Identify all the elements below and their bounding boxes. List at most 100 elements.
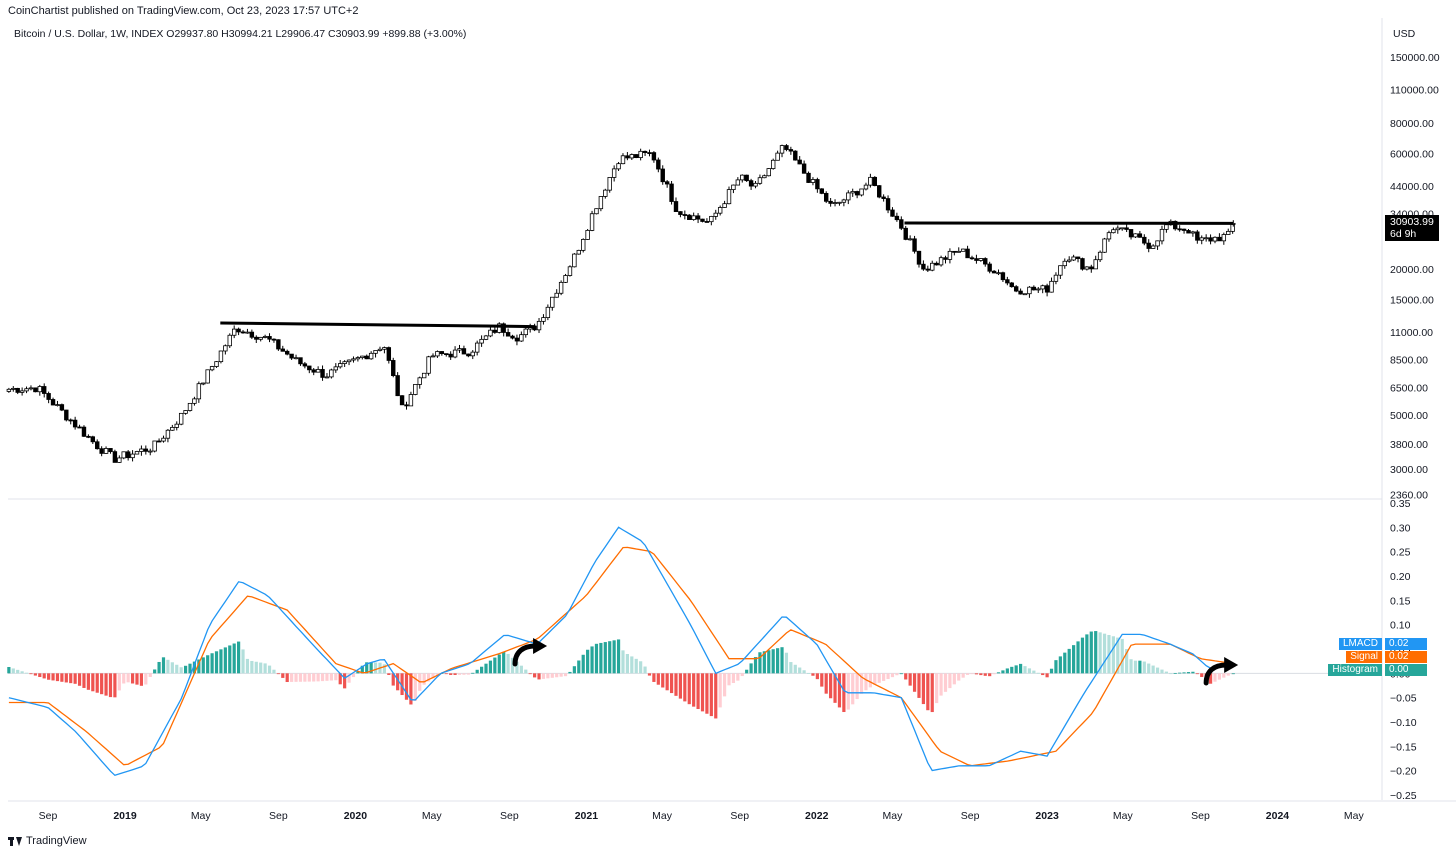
candle [205,369,210,384]
histogram-bar [718,673,722,708]
histogram-bar [563,673,568,677]
candle [474,340,480,356]
candle-body [1203,237,1209,240]
candle-body [550,296,555,308]
candle [139,445,144,456]
candle-body [695,215,701,220]
candle [152,440,157,453]
price-candles [6,144,1236,463]
candle [695,213,701,224]
candle [258,336,263,342]
candle-body [656,159,661,170]
histogram-bar [965,673,970,675]
histogram-bar [197,659,201,674]
candle-body [762,175,767,179]
histogram-bar [1005,668,1009,674]
candle [1115,225,1120,234]
macd-tag-value: 0.02 [1385,638,1427,650]
candle [329,368,334,379]
histogram-bar [957,673,961,681]
candle-body [333,366,339,371]
price-tick-label: 44000.00 [1390,181,1434,193]
candle-body [258,336,263,340]
histogram-bar [365,662,369,674]
histogram-bar [166,659,170,674]
candle-body [1115,227,1120,231]
candle [413,383,418,396]
histogram-bar [1182,672,1186,674]
candle [1022,293,1028,296]
histogram-bar [16,669,20,674]
candle-body [1049,280,1054,293]
candle [452,346,458,359]
candle-body [947,250,953,260]
annotations [220,221,1239,686]
candle [863,182,869,191]
candle-body [598,196,604,210]
candle [598,196,604,212]
histogram-bar [837,673,842,708]
histogram-bar [373,662,378,674]
histogram-bar [64,673,68,683]
histogram-bar [771,649,775,674]
candle-body [881,196,886,199]
candle [240,329,246,334]
histogram-bar [285,673,289,683]
candle [558,280,564,296]
histogram-bar [652,673,656,682]
candle-body [978,258,984,261]
candle [700,218,705,223]
histogram-bar [550,673,554,678]
histogram-bar [926,673,930,711]
candle [1217,233,1222,242]
candle-body [824,192,829,202]
price-tick-label: 80000.00 [1390,118,1434,130]
candle-body [1221,234,1227,242]
histogram-bar [541,673,546,679]
histogram-bar [979,673,983,676]
candle-body [925,268,931,271]
histogram-bar [961,673,965,678]
candle-body [713,212,718,217]
candle-body [1212,236,1218,242]
macd-tick-label: −0.15 [1390,741,1417,753]
candle-body [819,188,824,194]
histogram-bar [484,663,488,674]
histogram-bar [493,657,497,674]
candle-body [196,383,202,400]
histogram-bar [519,665,523,674]
histogram-bar [1067,648,1071,674]
candle-body [921,263,926,270]
resistance-line [220,321,536,329]
candle-body [859,188,864,196]
histogram-bar [356,671,360,674]
histogram-bar [586,649,590,674]
candle [1102,237,1107,253]
candle-body [890,209,895,217]
histogram-bar [250,660,254,674]
histogram-bar [917,673,921,698]
histogram-bar [930,673,934,713]
histogram-bar [1125,649,1129,674]
candle-body [1142,236,1147,244]
candle [912,235,917,254]
candle [934,261,939,266]
histogram-bar [462,673,466,675]
candle [1181,228,1187,234]
candle-body [1159,228,1165,242]
candle-body [510,335,515,339]
histogram-bar [298,673,303,682]
candle-body [214,361,219,367]
candle-body [744,174,749,182]
candle [673,197,679,212]
candle-body [894,215,900,221]
publisher-info: CoinChartist published on TradingView.co… [8,5,359,17]
histogram-bar [577,660,581,674]
histogram-bar [988,673,992,677]
histogram-bar [1027,668,1032,674]
footer-brand[interactable]: TradingView [8,835,87,847]
candle-body [501,323,506,333]
candle-body [1005,279,1010,284]
histogram-bar [382,664,387,674]
